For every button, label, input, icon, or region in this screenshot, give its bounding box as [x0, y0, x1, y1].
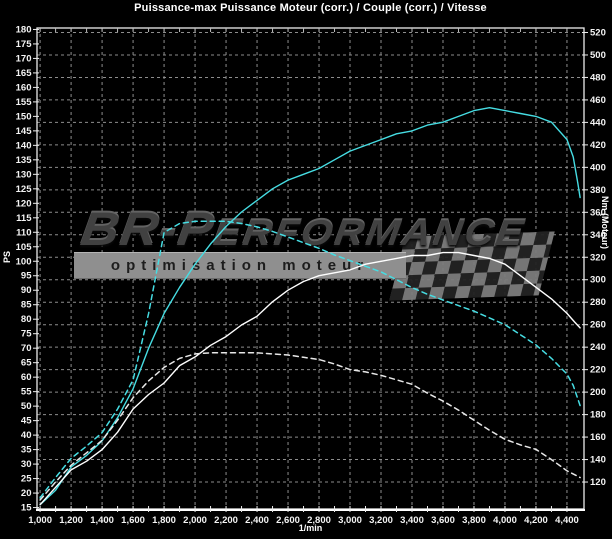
- right-axis-unit-label: Nm (Moteur): [600, 196, 610, 249]
- x-tick-label: 1,400: [90, 515, 114, 526]
- curve-torque-stock-white-dashed: [39, 352, 581, 501]
- y-right-tick-label: 260: [590, 320, 606, 331]
- x-tick-label: 1,000: [28, 515, 52, 526]
- y-left-tick-label: 145: [16, 126, 33, 137]
- y-right-tick-label: 380: [590, 185, 606, 196]
- y-left-tick-label: 55: [21, 387, 32, 398]
- y-left-tick-label: 60: [21, 372, 32, 383]
- x-tick-label: 3,600: [431, 515, 455, 526]
- y-right-tick-label: 480: [590, 72, 606, 83]
- y-left-tick-label: 180: [16, 24, 32, 35]
- y-left-tick-label: 50: [21, 401, 32, 412]
- y-right-tick-label: 240: [590, 342, 606, 353]
- x-tick-label: 3,800: [462, 515, 486, 526]
- y-right-tick-label: 140: [590, 455, 606, 466]
- y-left-tick-label: 100: [16, 256, 32, 267]
- x-tick-label: 3,400: [400, 515, 424, 526]
- x-tick-label: 3,000: [338, 515, 362, 526]
- y-left-tick-label: 130: [16, 169, 32, 180]
- y-left-tick-label: 155: [16, 97, 33, 108]
- x-tick-label: 4,000: [493, 515, 517, 526]
- chart-title: Puissance-max Puissance Moteur (corr.) /…: [134, 2, 487, 14]
- y-left-tick-label: 135: [16, 155, 33, 166]
- y-right-tick-label: 180: [590, 410, 606, 421]
- y-left-tick-label: 160: [16, 82, 32, 93]
- y-left-tick-label: 110: [16, 227, 31, 238]
- y-right-tick-label: 220: [590, 365, 606, 376]
- y-right-tick-label: 340: [590, 230, 606, 241]
- y-left-tick-label: 45: [21, 416, 32, 427]
- y-left-tick-label: 85: [21, 300, 32, 311]
- y-left-tick-label: 15: [21, 503, 32, 514]
- y-right-tick-label: 120: [590, 477, 606, 488]
- y-right-tick-label: 440: [590, 117, 606, 128]
- y-right-tick-label: 420: [590, 140, 606, 151]
- watermark-tagline-bar: optimisation moteur: [74, 252, 406, 279]
- x-tick-label: 1,800: [152, 515, 176, 526]
- x-tick-label: 1,200: [59, 515, 83, 526]
- y-right-tick-label: 400: [590, 162, 606, 173]
- y-right-tick-label: 500: [590, 50, 606, 61]
- y-left-tick-label: 80: [21, 314, 32, 325]
- y-left-tick-label: 90: [21, 285, 32, 296]
- y-left-tick-label: 20: [21, 488, 32, 499]
- y-right-tick-label: 360: [590, 207, 606, 218]
- x-axis-unit-label: 1/min: [298, 523, 323, 533]
- curve-torque-tuned-cyan-dashed: [39, 220, 581, 499]
- y-left-tick-label: 115: [16, 213, 32, 224]
- y-left-tick-label: 70: [21, 343, 32, 354]
- y-right-tick-label: 520: [590, 27, 606, 38]
- x-tick-label: 2,800: [307, 515, 331, 526]
- y-left-tick-label: 95: [21, 271, 32, 282]
- x-tick-label: 2,200: [214, 515, 238, 526]
- x-tick-label: 2,000: [183, 515, 207, 526]
- y-left-tick-label: 25: [21, 474, 32, 485]
- left-axis-unit-label: PS: [2, 250, 12, 263]
- y-left-tick-label: 150: [16, 111, 32, 122]
- y-right-tick-label: 320: [590, 252, 606, 263]
- x-tick-label: 3,200: [369, 515, 393, 526]
- y-left-tick-label: 40: [21, 430, 32, 441]
- y-left-tick-label: 140: [16, 140, 32, 151]
- y-left-tick-label: 35: [21, 445, 32, 456]
- y-left-tick-label: 30: [21, 459, 32, 470]
- watermark-tagline: optimisation moteur: [110, 257, 370, 274]
- x-tick-label: 4,400: [555, 515, 579, 526]
- y-right-tick-label: 460: [590, 95, 606, 106]
- y-left-tick-label: 75: [21, 329, 32, 340]
- x-tick-label: 4,200: [524, 515, 548, 526]
- y-left-tick-label: 165: [16, 68, 33, 79]
- x-tick-label: 2,400: [245, 515, 269, 526]
- y-right-tick-label: 200: [590, 387, 606, 398]
- y-left-tick-label: 170: [16, 53, 32, 64]
- y-left-tick-label: 65: [21, 358, 32, 369]
- x-tick-label: 2,600: [276, 515, 300, 526]
- y-left-tick-label: 120: [16, 198, 32, 209]
- curve-power-tuned-cyan-solid: [39, 107, 581, 506]
- y-right-tick-label: 280: [590, 297, 606, 308]
- y-left-tick-label: 105: [16, 242, 33, 253]
- y-right-tick-label: 300: [590, 275, 606, 286]
- y-left-tick-label: 125: [16, 184, 33, 195]
- x-tick-label: 1,600: [121, 515, 145, 526]
- y-left-tick-label: 175: [16, 39, 33, 50]
- curve-power-stock-white-solid: [39, 251, 581, 506]
- y-right-tick-label: 160: [590, 432, 606, 443]
